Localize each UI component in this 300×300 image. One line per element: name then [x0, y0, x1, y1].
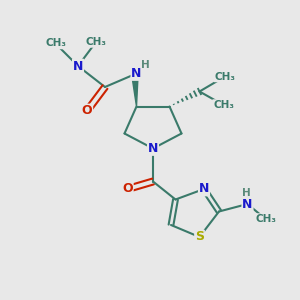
Text: N: N	[73, 59, 83, 73]
Text: N: N	[242, 197, 253, 211]
Text: H: H	[242, 188, 250, 199]
Text: CH₃: CH₃	[214, 71, 236, 82]
Text: N: N	[199, 182, 209, 196]
Text: CH₃: CH₃	[45, 38, 66, 49]
Polygon shape	[132, 76, 138, 106]
Text: H: H	[140, 60, 149, 70]
Text: CH₃: CH₃	[213, 100, 234, 110]
Text: CH₃: CH₃	[85, 37, 106, 47]
Text: S: S	[195, 230, 204, 244]
Text: CH₃: CH₃	[255, 214, 276, 224]
Text: N: N	[131, 67, 142, 80]
Text: N: N	[148, 142, 158, 155]
Text: O: O	[122, 182, 133, 196]
Text: O: O	[82, 104, 92, 118]
